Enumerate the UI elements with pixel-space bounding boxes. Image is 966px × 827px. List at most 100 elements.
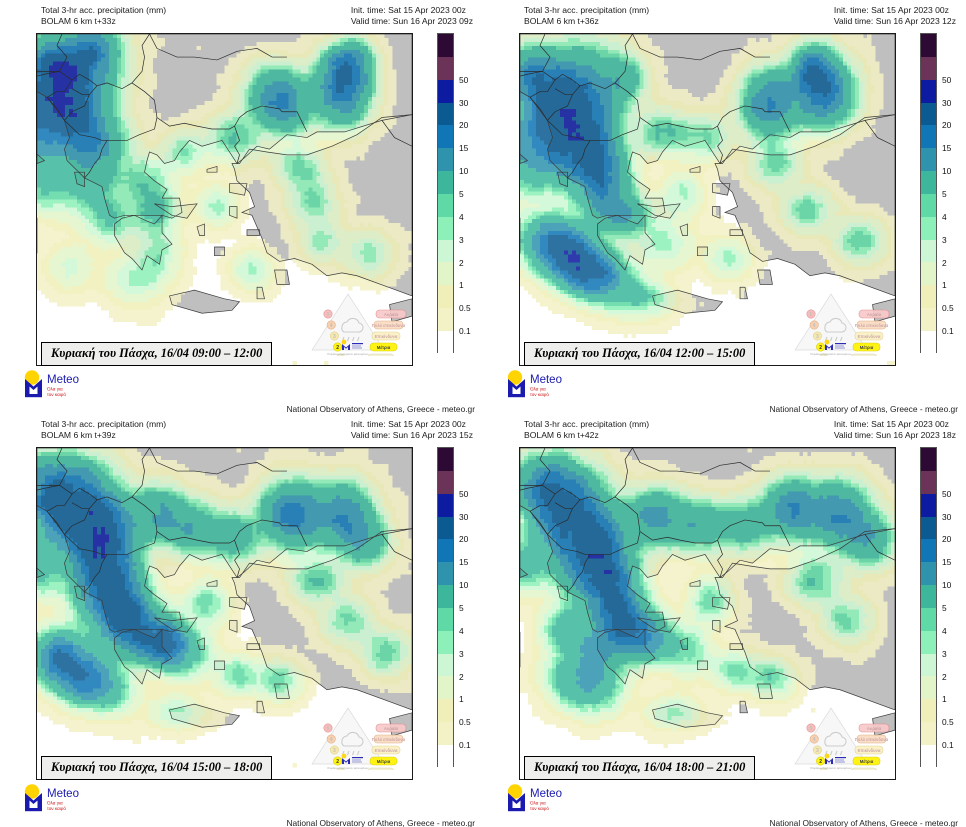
colorbar-segment	[438, 744, 453, 768]
init-time: Init. time: Sat 15 Apr 2023 00z	[351, 5, 473, 16]
panel-title: Total 3-hr acc. precipitation (mm) BOLAM…	[524, 419, 649, 441]
valid-time: Valid time: Sun 16 Apr 2023 12z	[834, 16, 956, 27]
panel-title-line1: Total 3-hr acc. precipitation (mm)	[524, 5, 649, 16]
colorbar-segment	[438, 539, 453, 563]
valid-time: Valid time: Sun 16 Apr 2023 15z	[351, 430, 473, 441]
colorbar-label-10: 10	[942, 580, 951, 590]
warning-level-pyramid-icon: 5 Ακραία 4 Πολύ επικίνδυνα 3 Επικίνδυνα 2 Μέτρι…	[306, 290, 418, 356]
lat-tick-44N: 44°N	[519, 47, 520, 56]
colorbar-label-50: 50	[459, 75, 468, 85]
warning-level-pyramid-icon: 5 Ακραία 4 Πολύ επικίνδυνα 3 Επικίνδυνα 2 Μέτρι…	[789, 290, 901, 356]
colorbar-segment	[438, 470, 453, 494]
colorbar-label-20: 20	[942, 120, 951, 130]
colorbar-label-15: 15	[459, 143, 468, 153]
map-canvas	[37, 34, 412, 365]
attribution-text: National Observatory of Athens, Greece -…	[286, 818, 475, 827]
lat-tick-44N: 44°N	[36, 461, 37, 470]
colorbar-segment	[438, 79, 453, 103]
colorbar-label-0p1: 0.1	[459, 326, 471, 336]
lat-tick-42N: 42°N	[36, 519, 37, 528]
colorbar-label-5: 5	[942, 603, 947, 613]
colorbar-label-15: 15	[942, 557, 951, 567]
colorbar-label-2: 2	[459, 672, 464, 682]
panel-times: Init. time: Sat 15 Apr 2023 00z Valid ti…	[351, 5, 473, 27]
lat-tick-44N: 44°N	[519, 461, 520, 470]
colorbar-segment	[438, 448, 453, 471]
colorbar-segment	[921, 562, 936, 586]
colorbar-segment	[921, 744, 936, 768]
lon-tick-28E: 28°E	[757, 365, 775, 366]
attribution-text: National Observatory of Athens, Greece -…	[286, 404, 475, 414]
precipitation-colorbar: 50 30 20 15 10 5 4 3 2 1 0.5 0.1	[437, 33, 471, 354]
colorbar-label-50: 50	[942, 75, 951, 85]
colorbar-segment	[438, 171, 453, 194]
colorbar-label-0p5: 0.5	[942, 303, 954, 313]
colorbar-segment	[438, 216, 453, 240]
colorbar-label-3: 3	[459, 649, 464, 659]
valid-time: Valid time: Sun 16 Apr 2023 18z	[834, 430, 956, 441]
attribution-text: National Observatory of Athens, Greece -…	[769, 404, 958, 414]
colorbar-label-1: 1	[942, 694, 947, 704]
colorbar-label-50: 50	[459, 489, 468, 499]
colorbar-segment	[438, 239, 453, 263]
colorbar-segment	[921, 470, 936, 494]
forecast-panel-panel-bl: Total 3-hr acc. precipitation (mm) BOLAM…	[0, 414, 483, 827]
lon-tick-32E: 32°E	[375, 365, 393, 366]
lat-tick-34N: 34°N	[519, 750, 520, 759]
lon-tick-30E: 30°E	[808, 779, 826, 780]
colorbar-label-4: 4	[942, 626, 947, 636]
precipitation-map[interactable]: 44°N42°N40°N38°N36°N34°N20°E22°E24°E26°E…	[36, 33, 413, 366]
colorbar-label-2: 2	[942, 258, 947, 268]
colorbar-segment	[438, 585, 453, 608]
meteo-logo[interactable]: Meteo Όλα για τον καιρό	[22, 783, 118, 813]
panel-caption: Κυριακή του Πάσχα, 16/04 18:00 – 21:00	[524, 756, 756, 780]
panel-title-line1: Total 3-hr acc. precipitation (mm)	[41, 419, 166, 430]
lat-tick-38N: 38°N	[519, 635, 520, 644]
meteo-logo[interactable]: Meteo Όλα για τον καιρό	[22, 369, 118, 399]
colorbar-segment	[438, 722, 453, 745]
lat-tick-38N: 38°N	[519, 221, 520, 230]
colorbar-segment	[438, 148, 453, 172]
lon-tick-30E: 30°E	[325, 365, 343, 366]
lat-tick-40N: 40°N	[36, 163, 37, 172]
colorbar-segment	[921, 676, 936, 700]
forecast-panel-panel-tl: Total 3-hr acc. precipitation (mm) BOLAM…	[0, 0, 483, 414]
precipitation-map[interactable]: 44°N42°N40°N38°N36°N34°N20°E22°E24°E26°E…	[36, 447, 413, 780]
panel-caption: Κυριακή του Πάσχα, 16/04 09:00 – 12:00	[41, 342, 273, 366]
colorbar-segment	[921, 516, 936, 540]
meteo-logo[interactable]: Meteo Όλα για τον καιρό	[505, 369, 601, 399]
lon-tick-28E: 28°E	[274, 365, 292, 366]
lat-tick-38N: 38°N	[36, 635, 37, 644]
lat-tick-34N: 34°N	[36, 336, 37, 345]
colorbar-label-0p5: 0.5	[459, 717, 471, 727]
lat-tick-42N: 42°N	[519, 519, 520, 528]
colorbar-label-0p1: 0.1	[942, 740, 954, 750]
precipitation-colorbar: 50 30 20 15 10 5 4 3 2 1 0.5 0.1	[920, 447, 954, 768]
lat-tick-40N: 40°N	[519, 163, 520, 172]
colorbar-segment	[438, 562, 453, 586]
colorbar-segment	[438, 125, 453, 149]
lat-tick-36N: 36°N	[519, 693, 520, 702]
colorbar-segment	[438, 607, 453, 631]
init-time: Init. time: Sat 15 Apr 2023 00z	[834, 5, 956, 16]
colorbar-label-2: 2	[942, 672, 947, 682]
panel-title: Total 3-hr acc. precipitation (mm) BOLAM…	[524, 5, 649, 27]
colorbar-label-3: 3	[459, 235, 464, 245]
attribution-text: National Observatory of Athens, Greece -…	[769, 818, 958, 827]
colorbar-segment	[438, 102, 453, 126]
lon-tick-30E: 30°E	[325, 779, 343, 780]
colorbar-label-20: 20	[459, 120, 468, 130]
lon-tick-28E: 28°E	[757, 779, 775, 780]
colorbar-label-30: 30	[942, 512, 951, 522]
colorbar-segment	[921, 607, 936, 631]
meteo-logo[interactable]: Meteo Όλα για τον καιρό	[505, 783, 601, 813]
lat-tick-34N: 34°N	[36, 750, 37, 759]
lat-tick-36N: 36°N	[36, 279, 37, 288]
colorbar-segment	[438, 330, 453, 354]
panel-title-line2: BOLAM 6 km t+39z	[41, 430, 166, 441]
colorbar-label-5: 5	[459, 189, 464, 199]
panel-title-line2: BOLAM 6 km t+33z	[41, 16, 166, 27]
colorbar-segment	[921, 493, 936, 517]
colorbar-segment	[921, 285, 936, 309]
colorbar-segment	[438, 653, 453, 677]
